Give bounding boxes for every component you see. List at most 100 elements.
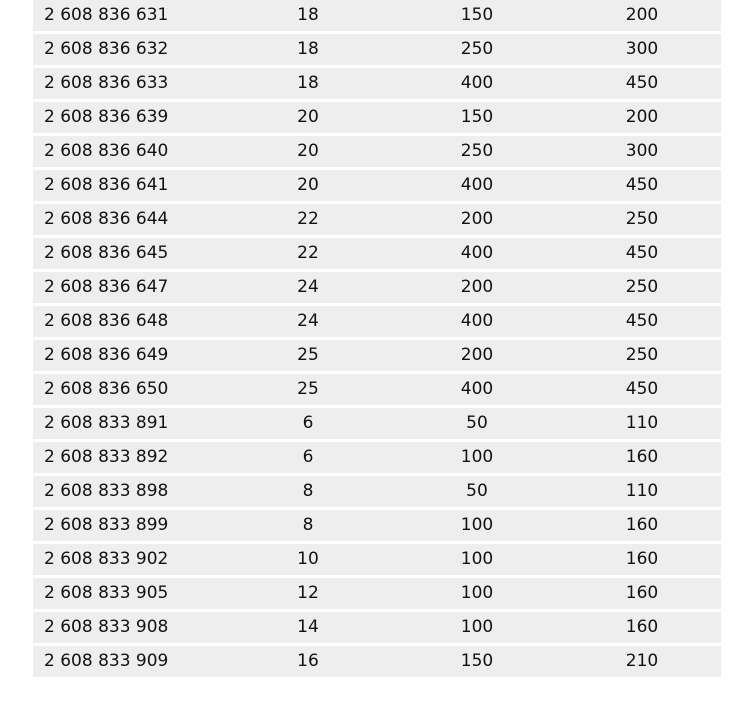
table-row: 2 608 833 899 8 100 160 [33, 510, 721, 541]
col2-cell: 6 [302, 413, 314, 433]
col4-cell: 250 [625, 277, 659, 297]
col4-cell: 160 [625, 549, 659, 569]
col4-cell: 160 [625, 447, 659, 467]
col3-cell: 100 [460, 583, 494, 603]
col3-cell: 250 [460, 39, 494, 59]
col3-cell: 200 [460, 345, 494, 365]
col3-cell: 150 [460, 5, 494, 25]
table-row: 2 608 833 908 14 100 160 [33, 612, 721, 643]
col2-cell: 25 [297, 345, 319, 365]
col3-cell: 200 [460, 277, 494, 297]
col2-cell: 10 [297, 549, 319, 569]
col4-cell: 450 [625, 73, 659, 93]
col2-cell: 12 [297, 583, 319, 603]
col2-cell: 6 [302, 447, 314, 467]
col3-cell: 100 [460, 617, 494, 637]
col3-cell: 100 [460, 447, 494, 467]
table-row: 2 608 836 647 24 200 250 [33, 272, 721, 303]
col2-cell: 20 [297, 107, 319, 127]
article-number-cell: 2 608 836 640 [44, 141, 169, 161]
table-row: 2 608 833 909 16 150 210 [33, 646, 721, 677]
col3-cell: 400 [460, 379, 494, 399]
table-row: 2 608 836 641 20 400 450 [33, 170, 721, 201]
col2-cell: 16 [297, 651, 319, 671]
article-number-cell: 2 608 833 899 [44, 515, 169, 535]
col4-cell: 300 [625, 39, 659, 59]
article-number-cell: 2 608 833 908 [44, 617, 169, 637]
col3-cell: 400 [460, 243, 494, 263]
col4-cell: 110 [625, 481, 659, 501]
article-number-cell: 2 608 836 644 [44, 209, 169, 229]
col4-cell: 450 [625, 175, 659, 195]
article-number-cell: 2 608 836 645 [44, 243, 169, 263]
article-number-cell: 2 608 833 891 [44, 413, 169, 433]
col2-cell: 20 [297, 141, 319, 161]
col4-cell: 160 [625, 515, 659, 535]
article-number-cell: 2 608 836 648 [44, 311, 169, 331]
col4-cell: 160 [625, 617, 659, 637]
col4-cell: 300 [625, 141, 659, 161]
col4-cell: 210 [625, 651, 659, 671]
table-row: 2 608 836 632 18 250 300 [33, 34, 721, 65]
article-number-cell: 2 608 836 639 [44, 107, 169, 127]
article-number-cell: 2 608 836 641 [44, 175, 169, 195]
col2-cell: 18 [297, 73, 319, 93]
col2-cell: 8 [302, 515, 314, 535]
table-row: 2 608 836 650 25 400 450 [33, 374, 721, 405]
article-number-cell: 2 608 833 905 [44, 583, 169, 603]
col2-cell: 18 [297, 39, 319, 59]
article-number-cell: 2 608 833 892 [44, 447, 169, 467]
article-number-cell: 2 608 836 633 [44, 73, 169, 93]
table-row: 2 608 833 902 10 100 160 [33, 544, 721, 575]
table-row: 2 608 836 631 18 150 200 [33, 0, 721, 31]
col3-cell: 50 [466, 413, 488, 433]
table-row: 2 608 836 639 20 150 200 [33, 102, 721, 133]
col4-cell: 250 [625, 209, 659, 229]
col2-cell: 18 [297, 5, 319, 25]
col4-cell: 110 [625, 413, 659, 433]
article-number-cell: 2 608 833 902 [44, 549, 169, 569]
table-row: 2 608 836 644 22 200 250 [33, 204, 721, 235]
col2-cell: 22 [297, 243, 319, 263]
col3-cell: 400 [460, 311, 494, 331]
col4-cell: 450 [625, 379, 659, 399]
col4-cell: 200 [625, 107, 659, 127]
col2-cell: 20 [297, 175, 319, 195]
col3-cell: 100 [460, 515, 494, 535]
col4-cell: 200 [625, 5, 659, 25]
article-number-cell: 2 608 836 647 [44, 277, 169, 297]
table-row: 2 608 833 905 12 100 160 [33, 578, 721, 609]
article-number-cell: 2 608 833 898 [44, 481, 169, 501]
col3-cell: 200 [460, 209, 494, 229]
col2-cell: 22 [297, 209, 319, 229]
table-row: 2 608 836 645 22 400 450 [33, 238, 721, 269]
col3-cell: 400 [460, 73, 494, 93]
col3-cell: 250 [460, 141, 494, 161]
col4-cell: 450 [625, 243, 659, 263]
table-row: 2 608 836 648 24 400 450 [33, 306, 721, 337]
col3-cell: 100 [460, 549, 494, 569]
article-number-cell: 2 608 836 632 [44, 39, 169, 59]
col3-cell: 150 [460, 107, 494, 127]
col3-cell: 50 [466, 481, 488, 501]
article-number-cell: 2 608 836 631 [44, 5, 169, 25]
table-row: 2 608 833 892 6 100 160 [33, 442, 721, 473]
col4-cell: 450 [625, 311, 659, 331]
col2-cell: 8 [302, 481, 314, 501]
article-number-cell: 2 608 833 909 [44, 651, 169, 671]
col2-cell: 14 [297, 617, 319, 637]
col2-cell: 24 [297, 277, 319, 297]
article-number-cell: 2 608 836 650 [44, 379, 169, 399]
col4-cell: 160 [625, 583, 659, 603]
table-row: 2 608 833 891 6 50 110 [33, 408, 721, 439]
table-row: 2 608 836 633 18 400 450 [33, 68, 721, 99]
table-row: 2 608 833 898 8 50 110 [33, 476, 721, 507]
article-number-cell: 2 608 836 649 [44, 345, 169, 365]
product-table: 2 608 836 631 18 150 200 2 608 836 632 18 250 3… [33, 0, 721, 677]
col3-cell: 400 [460, 175, 494, 195]
col4-cell: 250 [625, 345, 659, 365]
col2-cell: 24 [297, 311, 319, 331]
table-row: 2 608 836 649 25 200 250 [33, 340, 721, 371]
table-row: 2 608 836 640 20 250 300 [33, 136, 721, 167]
col3-cell: 150 [460, 651, 494, 671]
